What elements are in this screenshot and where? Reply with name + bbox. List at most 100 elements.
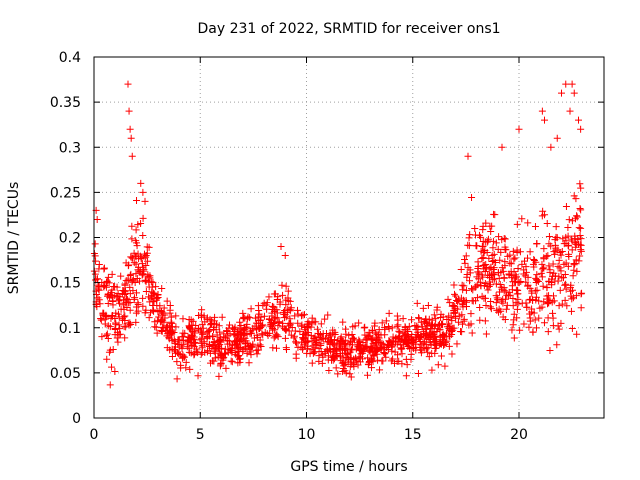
data-point (186, 336, 194, 344)
data-point (376, 366, 384, 374)
data-point (168, 319, 176, 327)
data-point (98, 333, 106, 341)
data-point (553, 134, 561, 142)
data-point (487, 298, 495, 306)
data-point (453, 340, 461, 348)
data-point (284, 287, 292, 295)
data-point (284, 294, 292, 302)
data-point (568, 237, 576, 245)
data-point (557, 267, 565, 275)
data-point (343, 350, 351, 358)
data-point (276, 298, 284, 306)
data-point (126, 271, 134, 279)
data-point (424, 302, 432, 310)
data-point (529, 260, 537, 268)
data-point (448, 317, 456, 325)
data-point (201, 349, 209, 357)
data-point (269, 320, 277, 328)
data-point (124, 80, 132, 88)
data-point (469, 286, 477, 294)
data-point (360, 324, 368, 332)
data-point (331, 328, 339, 336)
data-point (141, 197, 149, 205)
data-point (216, 349, 224, 357)
data-point (196, 336, 204, 344)
data-point (572, 292, 580, 300)
data-point (541, 211, 549, 219)
data-point (493, 306, 501, 314)
data-point (210, 338, 218, 346)
data-point (577, 290, 585, 298)
data-point (185, 322, 193, 330)
data-point (342, 369, 350, 377)
data-point (462, 286, 470, 294)
data-point (417, 318, 425, 326)
data-point (437, 340, 445, 348)
data-point (568, 295, 576, 303)
data-point (427, 332, 435, 340)
data-point (236, 358, 244, 366)
data-point (336, 339, 344, 347)
data-point (522, 278, 530, 286)
data-point (132, 318, 140, 326)
data-point (474, 262, 482, 270)
data-point (197, 326, 205, 334)
data-point (368, 335, 376, 343)
data-point (315, 357, 323, 365)
y-tick-label: 0.1 (59, 321, 81, 337)
data-point (163, 344, 171, 352)
data-point (285, 327, 293, 335)
data-point (485, 254, 493, 262)
y-tick-label: 0.15 (50, 276, 81, 292)
data-point (564, 223, 572, 231)
data-point (510, 255, 518, 263)
data-point (197, 350, 205, 358)
data-point (251, 314, 259, 322)
data-point (510, 310, 518, 318)
data-point (134, 300, 142, 308)
data-point (236, 318, 244, 326)
data-point (124, 275, 132, 283)
data-point (299, 345, 307, 353)
data-point (218, 351, 226, 359)
data-point (214, 342, 222, 350)
data-point (372, 333, 380, 341)
data-point (324, 356, 332, 364)
data-point (569, 272, 577, 280)
x-tick-label: 0 (90, 427, 99, 443)
data-point (476, 304, 484, 312)
data-point (191, 350, 199, 358)
data-point (296, 328, 304, 336)
data-point (188, 334, 196, 342)
data-point (237, 321, 245, 329)
data-point (479, 261, 487, 269)
data-point (552, 223, 560, 231)
data-point (483, 238, 491, 246)
data-point (224, 332, 232, 340)
data-point (502, 295, 510, 303)
data-point (540, 298, 548, 306)
data-point (428, 366, 436, 374)
data-point (547, 143, 555, 151)
data-point (398, 360, 406, 368)
data-point (153, 294, 161, 302)
data-point (452, 314, 460, 322)
data-point (215, 322, 223, 330)
data-point (385, 325, 393, 333)
data-point (197, 339, 205, 347)
data-point (328, 336, 336, 344)
data-point (576, 232, 584, 240)
data-point (206, 349, 214, 357)
data-point (575, 240, 583, 248)
data-point (265, 293, 273, 301)
data-point (163, 297, 171, 305)
data-point (508, 272, 516, 280)
data-point (122, 294, 130, 302)
data-point (95, 261, 103, 269)
data-point (93, 215, 101, 223)
data-point (572, 256, 580, 264)
data-point (416, 346, 424, 354)
data-point (259, 301, 267, 309)
ticks-layer: 0 0.05 0.1 0.15 0.2 0.25 0.3 0.35 0.4 0 5 10 15 20 (50, 50, 604, 443)
data-point (178, 354, 186, 362)
